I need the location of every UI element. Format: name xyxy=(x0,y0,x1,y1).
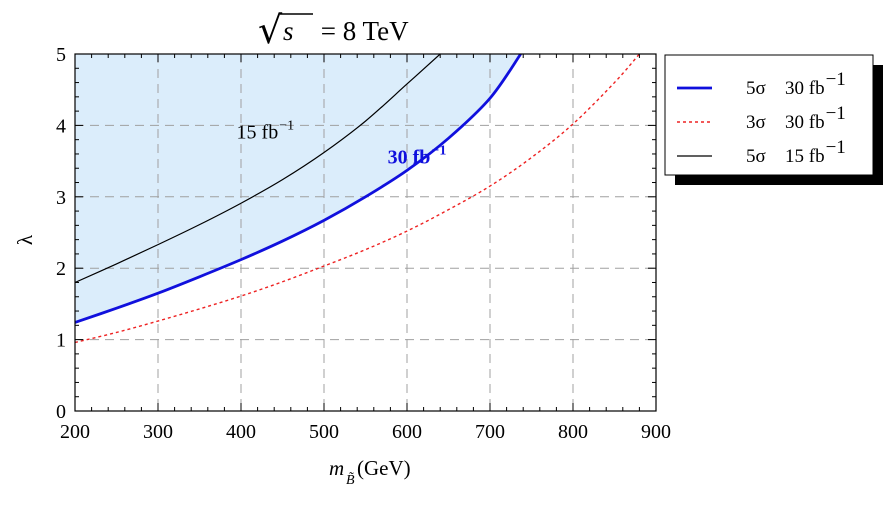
x-tick-label: 700 xyxy=(475,421,505,443)
x-axis-unit: (GeV) xyxy=(357,456,411,480)
y-tick-label: 1 xyxy=(56,330,66,352)
y-tick-label: 2 xyxy=(56,258,66,280)
legend-sigma: 5σ xyxy=(746,78,766,99)
x-tick-labels: 200 300 400 500 600 700 800 900 xyxy=(60,421,671,443)
series-line-3 xyxy=(75,54,441,284)
x-axis-sub: B̃ xyxy=(346,472,355,488)
series-line-1 xyxy=(75,54,522,324)
x-axis-main: m xyxy=(329,456,344,480)
y-axis-title: λ xyxy=(13,234,37,245)
legend-item-2: 3σ 30 fb −1 xyxy=(677,103,846,133)
annotation-exp: −1 xyxy=(431,144,446,159)
legend-box xyxy=(664,54,874,176)
plot-frame xyxy=(74,53,657,412)
x-tick-label: 400 xyxy=(226,421,256,443)
x-tick-label: 200 xyxy=(60,421,90,443)
y-tick-label: 4 xyxy=(56,115,66,137)
annotation-exp: −1 xyxy=(279,119,294,134)
legend-exp: −1 xyxy=(826,69,846,90)
x-tick-label: 800 xyxy=(558,421,588,443)
legend-exp: −1 xyxy=(826,103,846,124)
chart-title: √ s = 8 TeV xyxy=(258,8,409,52)
title-var: s xyxy=(283,16,294,46)
ticks xyxy=(74,53,657,412)
y-tick-labels: 0 1 2 3 4 5 xyxy=(56,44,66,423)
y-tick-label: 3 xyxy=(56,187,66,209)
x-tick-label: 900 xyxy=(641,421,671,443)
shaded-region xyxy=(75,54,521,323)
annotation-2: 30 fb −1 xyxy=(388,144,447,169)
legend-sigma: 5σ xyxy=(746,146,766,167)
annotation-1: 15 fb −1 xyxy=(237,119,295,144)
series-layer xyxy=(75,54,640,344)
y-tick-label: 5 xyxy=(56,44,66,66)
x-tick-label: 500 xyxy=(309,421,339,443)
annotations: 15 fb −130 fb −1 xyxy=(237,119,447,169)
legend-item-3: 5σ 15 fb −1 xyxy=(677,137,846,167)
legend-lumi: 30 fb xyxy=(785,78,825,99)
legend-exp: −1 xyxy=(826,137,846,158)
x-axis-title: m B̃ (GeV) xyxy=(329,456,411,488)
title-sqrt: √ xyxy=(258,8,283,52)
legend-item-1: 5σ 30 fb −1 xyxy=(677,69,846,99)
series-line-2 xyxy=(75,54,640,344)
legend: 5σ 30 fb −13σ 30 fb −15σ 15 fb −1 xyxy=(664,54,883,185)
legend-lumi: 30 fb xyxy=(785,112,825,133)
legend-lumi: 15 fb xyxy=(785,146,825,167)
x-tick-label: 300 xyxy=(143,421,173,443)
legend-sigma: 3σ xyxy=(746,112,766,133)
annotation-text: 15 fb xyxy=(237,122,279,144)
x-tick-label: 600 xyxy=(392,421,422,443)
y-tick-label: 0 xyxy=(56,401,66,423)
annotation-text: 30 fb xyxy=(388,147,431,169)
title-rest: = 8 TeV xyxy=(314,16,409,46)
